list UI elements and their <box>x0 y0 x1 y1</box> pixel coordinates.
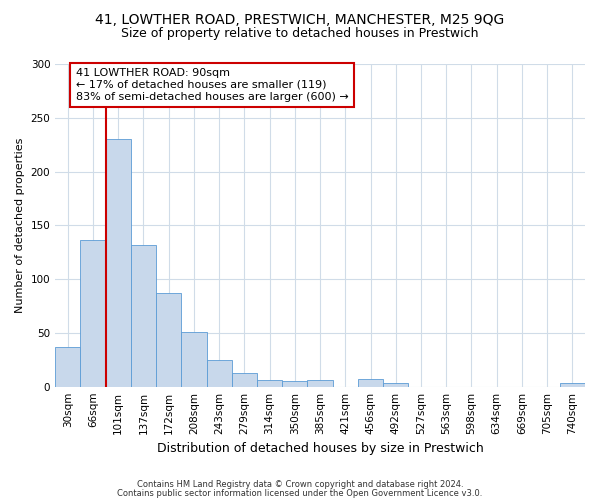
X-axis label: Distribution of detached houses by size in Prestwich: Distribution of detached houses by size … <box>157 442 484 455</box>
Bar <box>560 384 585 386</box>
Bar <box>383 384 409 386</box>
Text: Contains public sector information licensed under the Open Government Licence v3: Contains public sector information licen… <box>118 488 482 498</box>
Text: 41, LOWTHER ROAD, PRESTWICH, MANCHESTER, M25 9QG: 41, LOWTHER ROAD, PRESTWICH, MANCHESTER,… <box>95 12 505 26</box>
Bar <box>131 244 156 386</box>
Bar <box>106 140 131 386</box>
Bar <box>307 380 332 386</box>
Y-axis label: Number of detached properties: Number of detached properties <box>15 138 25 313</box>
Bar <box>358 379 383 386</box>
Text: Contains HM Land Registry data © Crown copyright and database right 2024.: Contains HM Land Registry data © Crown c… <box>137 480 463 489</box>
Bar <box>282 382 307 386</box>
Bar <box>55 347 80 387</box>
Text: 41 LOWTHER ROAD: 90sqm
← 17% of detached houses are smaller (119)
83% of semi-de: 41 LOWTHER ROAD: 90sqm ← 17% of detached… <box>76 68 349 102</box>
Bar <box>80 240 106 386</box>
Text: Size of property relative to detached houses in Prestwich: Size of property relative to detached ho… <box>121 28 479 40</box>
Bar <box>181 332 206 386</box>
Bar <box>156 293 181 386</box>
Bar <box>206 360 232 386</box>
Bar <box>232 372 257 386</box>
Bar <box>257 380 282 386</box>
